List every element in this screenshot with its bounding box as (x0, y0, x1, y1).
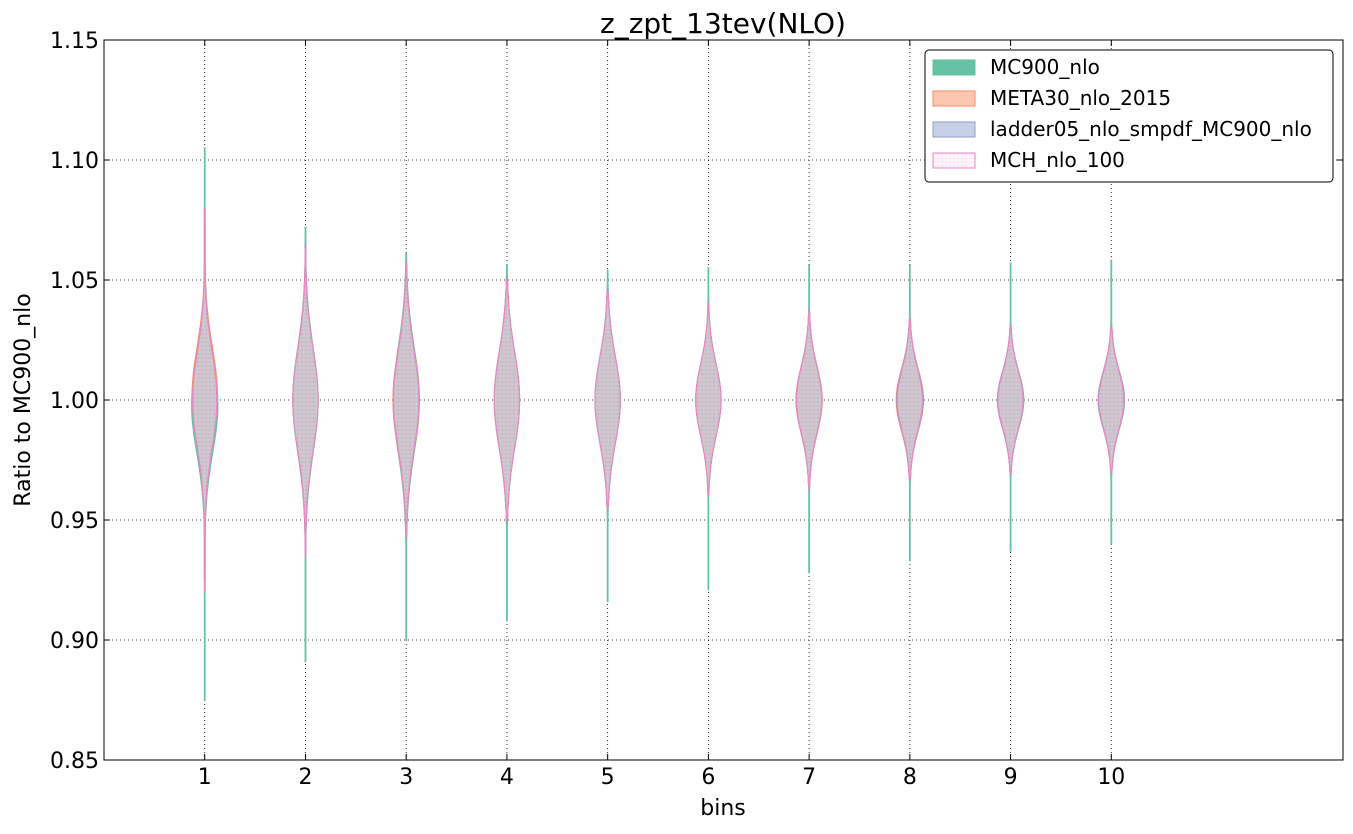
legend: MC900_nlo META30_nlo_2015 ladder05_nlo_smp… (924, 49, 1334, 183)
x-tick-label: 7 (802, 765, 816, 790)
violin-MCH_nlo_100-bin-5 (594, 291, 621, 509)
y-tick-label: 0.95 (50, 509, 99, 534)
series-ladder05_nlo_smpdf_MC900_nlo (192, 207, 1126, 581)
x-tick-label: 6 (701, 765, 715, 790)
violins-layer (191, 147, 1126, 701)
series-MC900_nlo (191, 147, 1125, 701)
violin-MCH_nlo_100-bin-4 (493, 279, 521, 521)
violin-MCH_nlo_100-bin-10 (1098, 327, 1125, 473)
violin-MCH_nlo_100-bin-3 (392, 262, 420, 538)
violin-MCH_nlo_100-bin-1 (192, 207, 218, 593)
x-tick-label: 2 (298, 765, 312, 790)
y-tick-label: 1.00 (50, 389, 99, 414)
legend-label: MCH_nlo_100 (990, 148, 1125, 172)
x-tick-label: 5 (601, 765, 615, 790)
y-tick-label: 1.15 (50, 29, 99, 54)
series-META30_nlo_2015 (191, 219, 1126, 569)
violin-MCH_nlo_100-bin-8 (896, 317, 924, 480)
violin-MCH_nlo_100-bin-2 (292, 248, 319, 557)
legend-label: META30_nlo_2015 (990, 86, 1171, 110)
y-tick-label: 1.05 (50, 269, 99, 294)
chart-title: z_zpt_13tev(NLO) (600, 7, 846, 40)
axis-ticks: 0.85 0.90 0.95 1.00 1.05 1.10 1.15 1 2 3 4 5 6 7 8 9 10 (50, 29, 1343, 790)
legend-swatch (932, 121, 976, 138)
legend-label: ladder05_nlo_smpdf_MC900_nlo (990, 117, 1312, 141)
x-axis-label: bins (700, 796, 745, 821)
x-tick-label: 10 (1097, 765, 1125, 790)
y-tick-label: 0.85 (50, 749, 99, 774)
violin-MCH_nlo_100-bin-7 (795, 310, 823, 490)
x-tick-label: 8 (903, 765, 917, 790)
y-tick-label: 1.10 (50, 149, 99, 174)
x-tick-label: 3 (399, 765, 413, 790)
x-tick-label: 9 (1004, 765, 1018, 790)
legend-swatch (932, 152, 976, 169)
legend-label: MC900_nlo (990, 55, 1100, 79)
legend-swatch (932, 90, 976, 107)
violin-MCH_nlo_100-bin-6 (695, 303, 722, 497)
x-tick-label: 4 (500, 765, 514, 790)
legend-swatch (932, 59, 976, 76)
series-MCH_nlo_100 (192, 207, 1125, 593)
y-tick-label: 0.90 (50, 629, 99, 654)
legend-box (924, 49, 1334, 183)
violin-MCH_nlo_100-bin-9 (997, 325, 1024, 475)
y-axis-label: Ratio to MC900_nlo (11, 293, 36, 506)
x-tick-label: 1 (198, 765, 212, 790)
